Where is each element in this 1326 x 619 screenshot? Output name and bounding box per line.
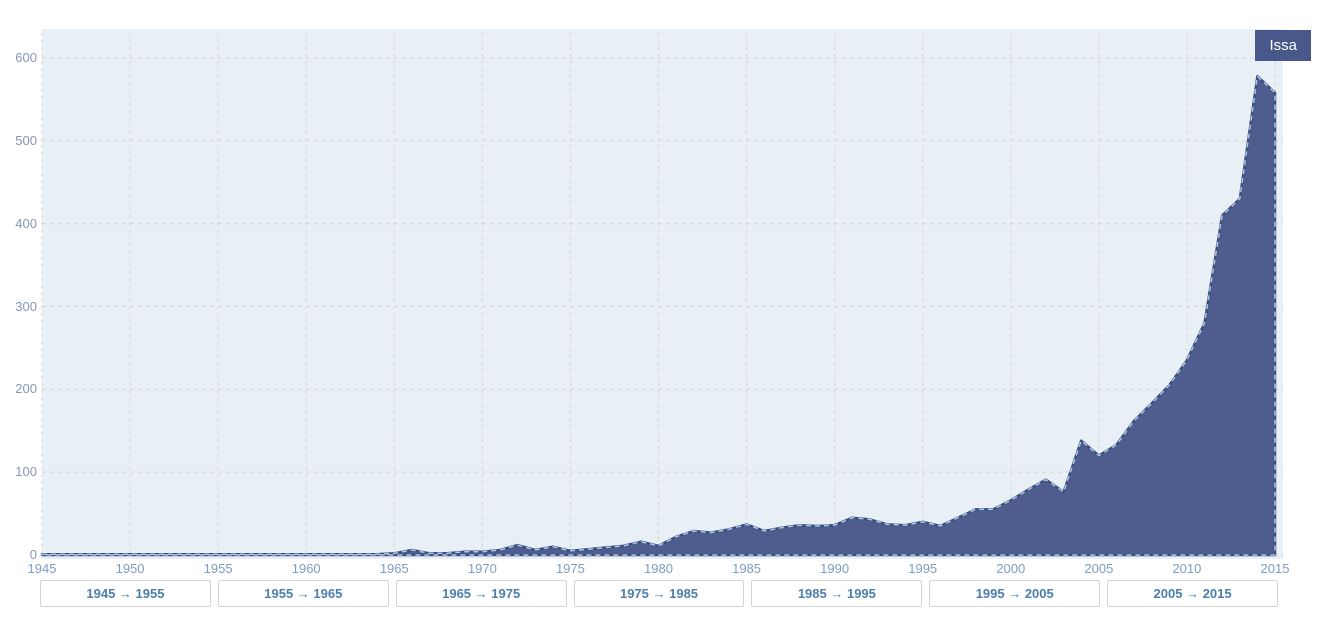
y-tick-label-200: 200 [15,381,37,397]
x-tick-label-2015: 2015 [1260,561,1290,576]
range-button-2005-2015[interactable]: 2005 → 2015 [1107,580,1279,607]
x-tick-label-1985: 1985 [732,561,762,576]
range-button-1975-1985[interactable]: 1975 → 1985 [573,580,745,607]
x-tick-label-1965: 1965 [379,561,409,576]
x-tick-label-2005: 2005 [1084,561,1114,576]
y-tick-label-600: 600 [15,50,37,65]
x-tick-label-2000: 2000 [996,561,1026,576]
range-buttons-bar: 1945 → 1955 1955 → 1965 1965 → 1975 1975 → … [40,580,1279,607]
x-tick-label-1990: 1990 [820,561,850,576]
range-button-1985-1995[interactable]: 1985 → 1995 [751,580,923,607]
x-tick-label-1995: 1995 [908,561,938,576]
range-button-1945-1955[interactable]: 1945 → 1955 [40,580,211,607]
series-legend-badge: Issa [1255,30,1311,61]
x-tick-label-1980: 1980 [644,561,673,576]
x-tick-label-1975: 1975 [555,561,585,576]
y-tick-label-100: 100 [15,464,37,480]
range-button-1995-2005[interactable]: 1995 → 2005 [929,580,1101,607]
y-tick-label-400: 400 [15,215,37,231]
x-tick-label-1955: 1955 [203,561,233,576]
x-tick-label-1950: 1950 [115,561,145,576]
x-tick-label-1945: 1945 [27,561,57,576]
y-tick-label-300: 300 [15,298,37,314]
area-series-dashed-edge [41,74,1276,556]
x-tick-label-1960: 1960 [291,561,321,576]
series-legend-label: Issa [1269,37,1297,54]
x-tick-label-1970: 1970 [467,561,497,576]
y-tick-label-500: 500 [15,132,37,148]
x-tick-label-2010: 2010 [1172,561,1202,576]
range-button-1955-1965[interactable]: 1955 → 1965 [217,580,389,607]
y-tick-label-0: 0 [29,547,37,562]
range-button-1965-1975[interactable]: 1965 → 1975 [395,580,567,607]
